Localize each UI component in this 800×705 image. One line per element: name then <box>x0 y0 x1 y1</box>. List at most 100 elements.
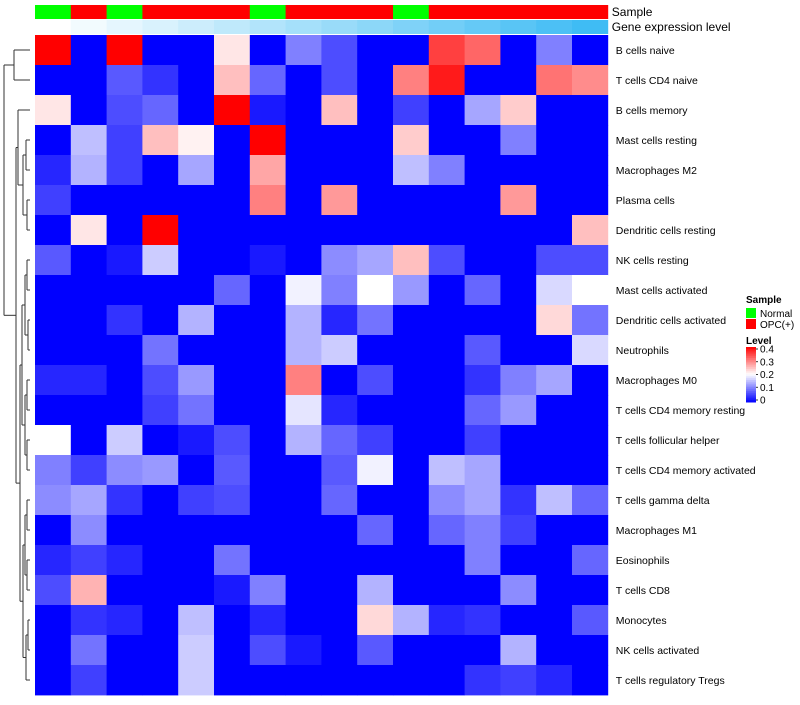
heatmap-cell <box>106 305 143 336</box>
heatmap-cell <box>357 65 394 96</box>
sample-legend-swatch <box>746 308 756 318</box>
heatmap-cell <box>214 275 251 306</box>
sample-annotation-cell <box>393 5 430 19</box>
heatmap-cell <box>500 635 537 666</box>
sample-legend-swatch <box>746 319 756 329</box>
heatmap-cell <box>35 605 72 636</box>
heatmap-cell <box>142 575 179 606</box>
expression-annotation-cell <box>572 20 609 34</box>
heatmap-cell <box>142 665 179 696</box>
sample-annotation-cell <box>214 5 251 19</box>
level-colorbar-segment <box>746 356 756 359</box>
heatmap-cell <box>393 635 430 666</box>
heatmap-cell <box>214 35 251 66</box>
heatmap-cell <box>536 125 573 156</box>
heatmap-cell <box>500 425 537 456</box>
heatmap-cell <box>70 605 107 636</box>
heatmap-cell <box>142 125 179 156</box>
heatmap-cell <box>357 515 394 546</box>
heatmap-cell <box>321 605 358 636</box>
expression-annotation-cell <box>35 20 72 34</box>
heatmap-cell <box>464 545 501 576</box>
heatmap-cell <box>214 95 251 126</box>
heatmap-cell <box>178 455 215 486</box>
sample-legend-label: OPC(+) <box>760 320 794 331</box>
heatmap-cell <box>285 455 322 486</box>
heatmap-cell <box>249 305 286 336</box>
heatmap-cell <box>285 365 322 396</box>
heatmap-cell <box>357 275 394 306</box>
heatmap-cell <box>178 515 215 546</box>
heatmap-cell <box>178 395 215 426</box>
heatmap-cell <box>500 245 537 276</box>
heatmap-cell <box>178 425 215 456</box>
heatmap-cell <box>357 215 394 246</box>
level-colorbar-segment <box>746 361 756 364</box>
heatmap-cell <box>106 245 143 276</box>
level-colorbar-segment <box>746 347 756 350</box>
heatmap-cell <box>285 305 322 336</box>
heatmap-cell <box>249 245 286 276</box>
heatmap-cell <box>357 95 394 126</box>
heatmap-cell <box>357 425 394 456</box>
expression-annotation-cell <box>464 20 501 34</box>
heatmap-cell <box>536 395 573 426</box>
heatmap-cell <box>35 665 72 696</box>
heatmap-cell <box>35 395 72 426</box>
heatmap-cell <box>464 635 501 666</box>
heatmap-cell <box>178 335 215 366</box>
level-colorbar-segment <box>746 374 756 377</box>
heatmap-cell <box>106 455 143 486</box>
heatmap-cell <box>249 575 286 606</box>
heatmap-cell <box>393 545 430 576</box>
heatmap-cell <box>285 485 322 516</box>
level-colorbar-segment <box>746 398 756 401</box>
row-label: Mast cells activated <box>616 285 708 297</box>
level-colorbar-segment <box>746 385 756 388</box>
heatmap-cell <box>464 65 501 96</box>
sample-annotation-cell <box>70 5 107 19</box>
heatmap-cell <box>249 35 286 66</box>
heatmap-cell <box>142 65 179 96</box>
heatmap-cell <box>428 65 465 96</box>
heatmap-cell <box>500 455 537 486</box>
heatmap-cell <box>142 515 179 546</box>
heatmap-cell <box>321 635 358 666</box>
heatmap-cell <box>249 665 286 696</box>
heatmap-cell <box>464 425 501 456</box>
heatmap-cell <box>428 125 465 156</box>
expression-annotation-cell <box>393 20 430 34</box>
heatmap-cell <box>142 635 179 666</box>
heatmap-cell <box>106 365 143 396</box>
level-colorbar-segment <box>746 352 756 355</box>
heatmap-cell <box>214 65 251 96</box>
heatmap-cell <box>70 215 107 246</box>
heatmap-cell <box>142 335 179 366</box>
heatmap-cell <box>393 155 430 186</box>
heatmap-cell <box>536 515 573 546</box>
heatmap-cell <box>321 335 358 366</box>
heatmap-cell <box>464 275 501 306</box>
heatmap-cell <box>214 665 251 696</box>
heatmap-cell <box>35 245 72 276</box>
heatmap-cell <box>106 275 143 306</box>
heatmap-cell <box>249 125 286 156</box>
heatmap-cell <box>428 455 465 486</box>
row-label: T cells CD4 naive <box>616 75 698 87</box>
heatmap-cell <box>70 95 107 126</box>
row-label: Macrophages M0 <box>616 375 697 387</box>
heatmap-cell <box>106 335 143 366</box>
heatmap-cell <box>142 215 179 246</box>
heatmap-cell <box>285 275 322 306</box>
heatmap-cell <box>178 635 215 666</box>
heatmap-cell <box>142 395 179 426</box>
heatmap-cell <box>70 65 107 96</box>
heatmap-cell <box>142 95 179 126</box>
heatmap-cell <box>393 215 430 246</box>
heatmap-cell <box>142 365 179 396</box>
heatmap-cell <box>35 35 72 66</box>
heatmap-cell <box>178 95 215 126</box>
heatmap-cell <box>428 275 465 306</box>
